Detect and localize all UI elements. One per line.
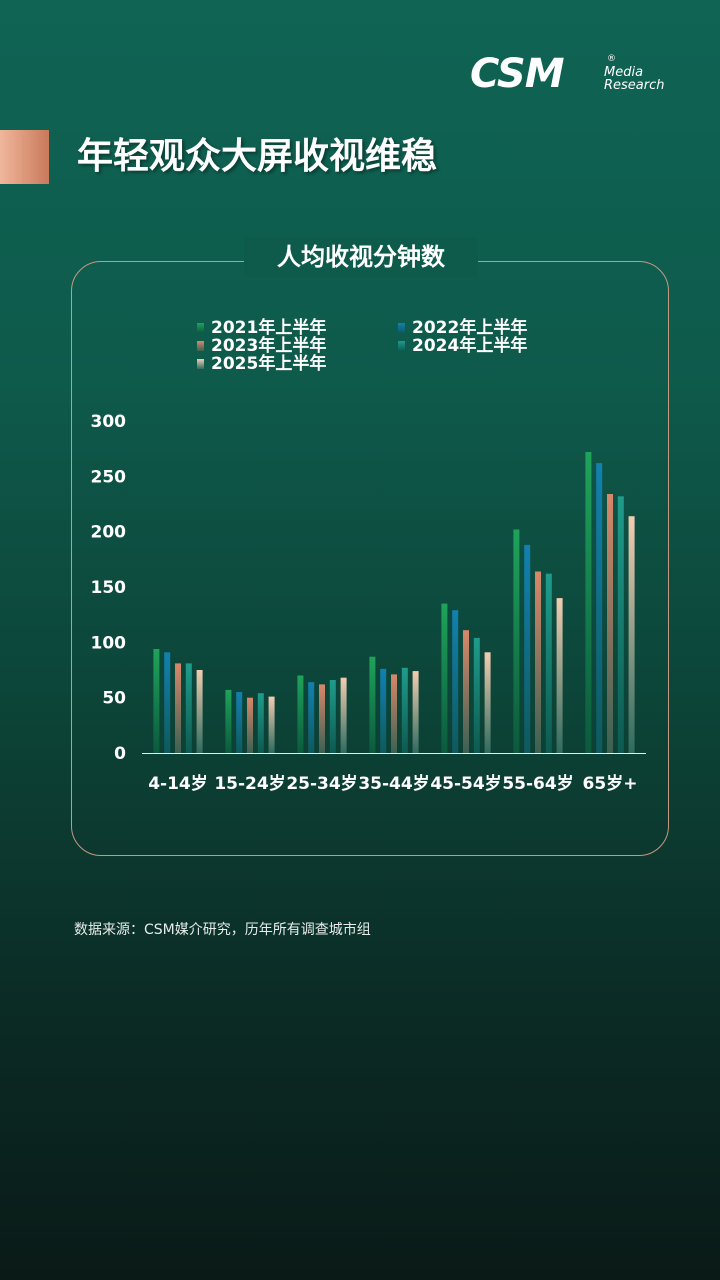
bar-s2023-2 [319, 684, 325, 753]
bar-s2025-1 [268, 696, 275, 753]
logo-registered-mark: ® [607, 54, 616, 64]
data-source-note: 数据来源：CSM媒介研究，历年所有调查城市组 [74, 922, 371, 938]
y-tick-label: 150 [91, 578, 127, 598]
x-tick-label: 35-44岁 [358, 773, 429, 794]
bar-s2022-3 [380, 668, 387, 753]
x-tick-label: 45-54岁 [430, 773, 501, 794]
bar-s2023-0 [175, 663, 181, 753]
bar-s2021-5 [513, 529, 520, 753]
x-tick-label: 55-64岁 [502, 773, 573, 794]
x-tick-label: 15-24岁 [214, 773, 285, 794]
csm-logo: CSM ® Media Research [470, 54, 670, 98]
x-tick-label: 25-34岁 [286, 773, 357, 794]
bar-s2023-6 [607, 494, 613, 753]
y-tick-label: 200 [91, 523, 127, 543]
legend-swatch-2021 [197, 323, 204, 333]
bar-s2021-4 [441, 603, 448, 753]
chart-title-background [244, 237, 478, 277]
bar-s2025-2 [340, 677, 347, 753]
bar-s2024-1 [257, 693, 264, 753]
bar-s2022-1 [236, 692, 243, 753]
bar-s2024-6 [617, 496, 624, 753]
chart-title: 人均收视分钟数 [277, 243, 445, 271]
bar-s2023-1 [247, 697, 253, 753]
legend-swatch-2024 [398, 341, 405, 351]
bar-s2025-5 [556, 598, 563, 753]
legend-swatch-2025 [197, 359, 204, 369]
bar-s2024-2 [329, 680, 336, 753]
logo-research: Research [604, 78, 665, 93]
bar-s2022-2 [308, 682, 315, 753]
title-accent-bar [0, 130, 49, 184]
bar-s2021-0 [153, 649, 160, 753]
bar-s2024-5 [545, 573, 552, 753]
logo-text: CSM [470, 51, 565, 97]
bar-s2021-3 [369, 656, 376, 753]
y-tick-label: 300 [91, 412, 127, 432]
legend-swatch-2022 [398, 323, 405, 333]
bar-s2021-1 [225, 689, 232, 753]
y-tick-label: 0 [114, 744, 126, 764]
y-tick-label: 100 [91, 633, 127, 653]
bar-s2023-5 [535, 571, 541, 753]
bar-s2021-6 [585, 452, 592, 753]
logo-media: Media [604, 65, 644, 80]
y-tick-label: 250 [91, 467, 127, 487]
bar-s2025-0 [196, 670, 203, 753]
page-title: 年轻观众大屏收视维稳 [77, 136, 438, 177]
bar-s2022-5 [524, 544, 531, 753]
bar-s2023-4 [463, 630, 469, 753]
bar-s2024-4 [473, 637, 480, 753]
bar-s2024-3 [401, 667, 408, 753]
x-tick-label: 4-14岁 [148, 773, 208, 794]
legend-label-2023: 2023年上半年 [211, 336, 327, 356]
bar-s2023-3 [391, 674, 397, 753]
legend-label-2022: 2022年上半年 [412, 318, 528, 338]
bar-s2022-0 [164, 652, 171, 753]
bar-s2021-2 [297, 675, 304, 753]
bar-s2024-0 [185, 663, 192, 753]
bar-s2025-6 [628, 516, 635, 753]
legend-swatch-2023 [197, 341, 204, 351]
bar-s2025-4 [484, 652, 491, 753]
y-tick-label: 50 [102, 689, 126, 709]
legend-label-2021: 2021年上半年 [211, 318, 327, 338]
legend-label-2025: 2025年上半年 [211, 354, 327, 374]
bar-s2025-3 [412, 671, 419, 753]
bar-s2022-6 [596, 463, 603, 753]
legend-label-2024: 2024年上半年 [412, 336, 528, 356]
x-tick-label: 65岁+ [583, 773, 638, 794]
bar-s2022-4 [452, 610, 459, 753]
